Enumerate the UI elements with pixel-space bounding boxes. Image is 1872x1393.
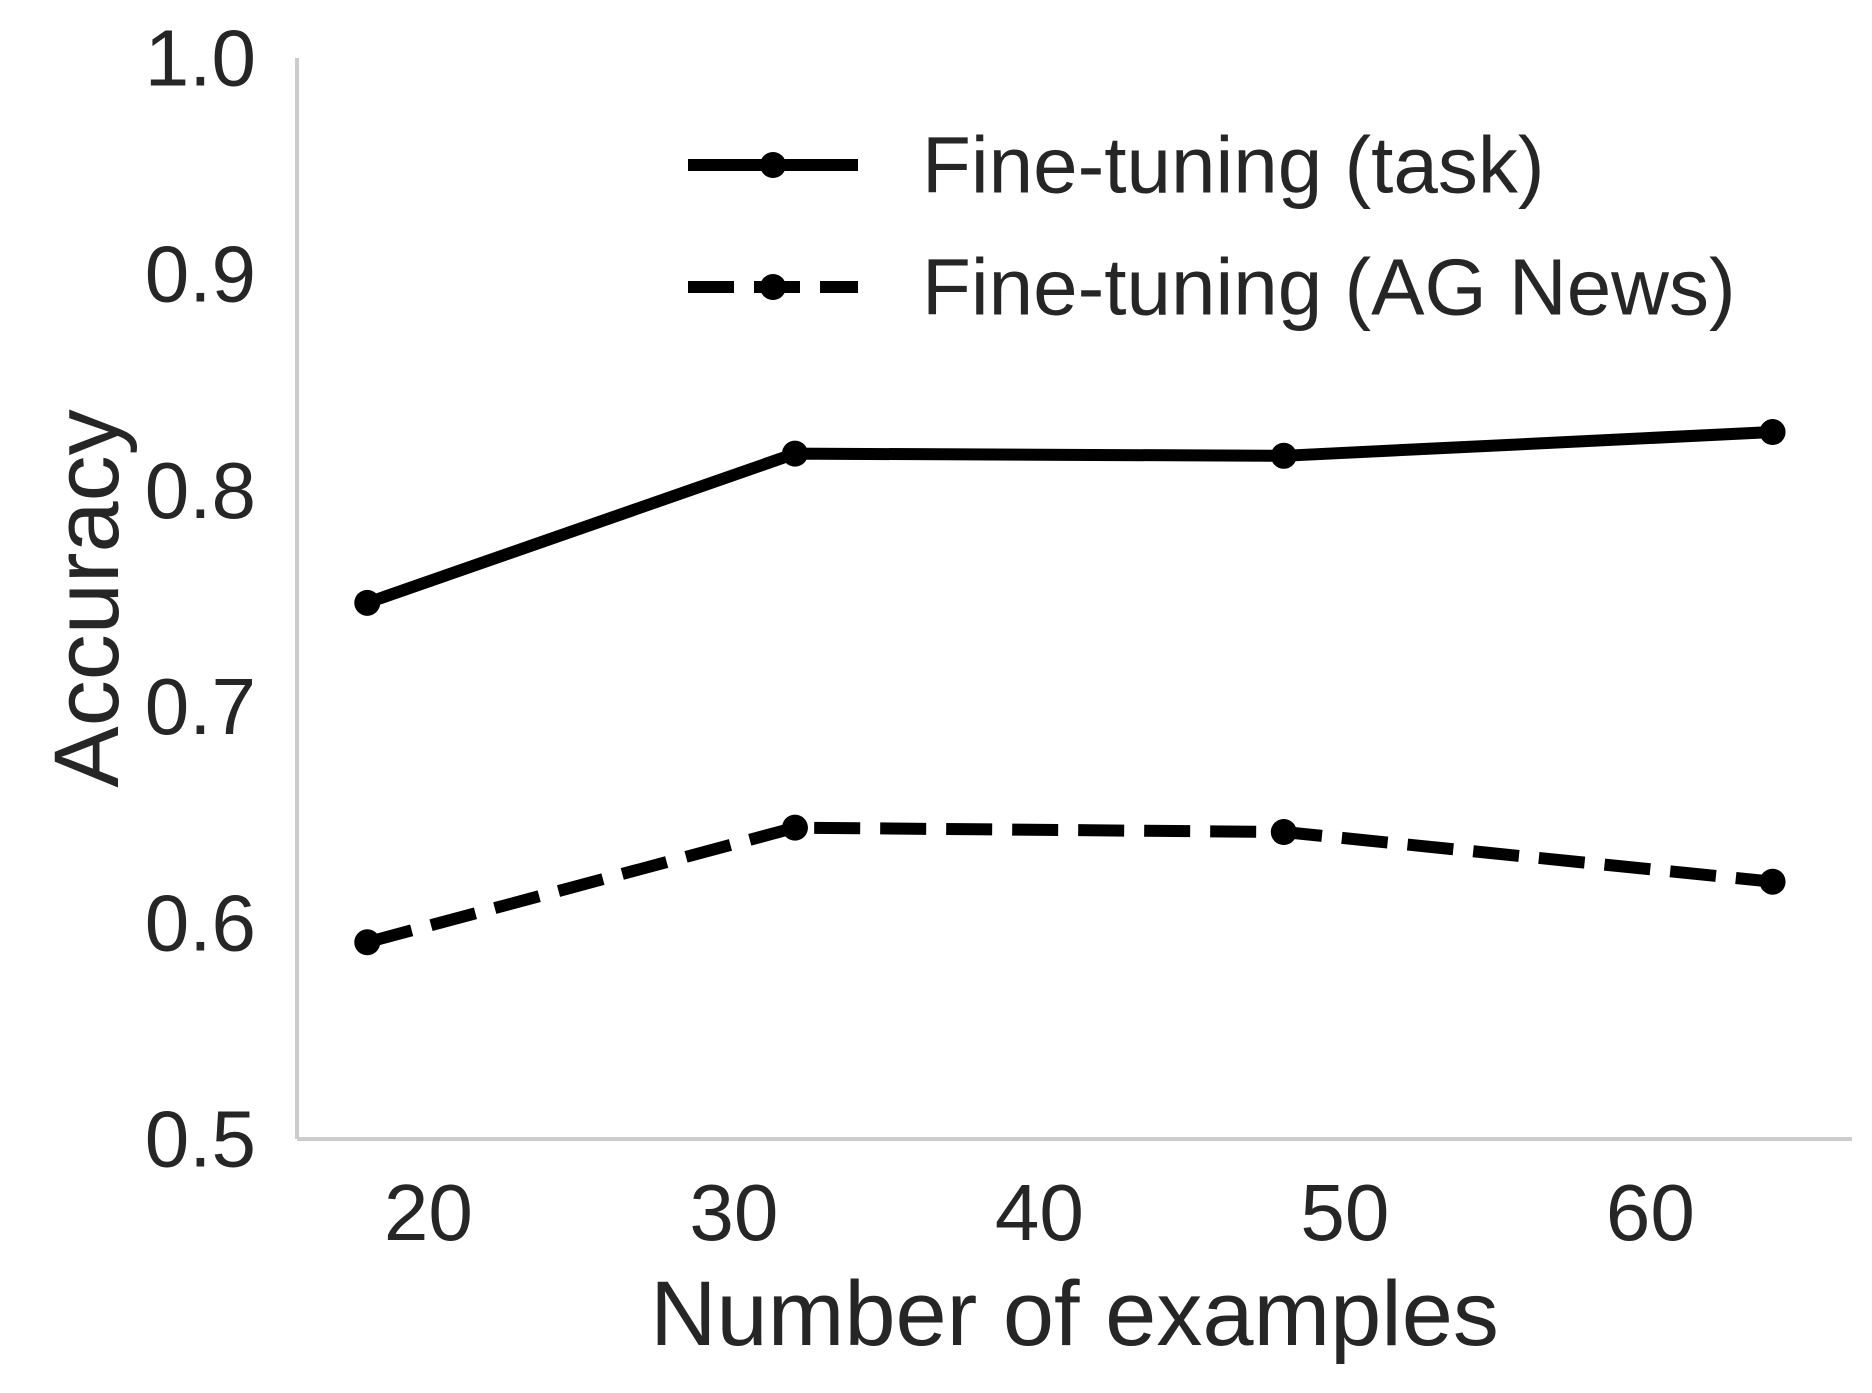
- y-tick-label: 0.8: [145, 446, 256, 535]
- legend: Fine-tuning (task) Fine-tuning (AG News): [688, 121, 1736, 332]
- x-tick-label: 60: [1606, 1168, 1695, 1257]
- x-tick-label: 50: [1300, 1168, 1389, 1257]
- legend-entry-2: Fine-tuning (AG News): [688, 243, 1736, 332]
- y-axis-title: Accuracy: [36, 409, 138, 787]
- data-point: [354, 929, 381, 956]
- x-tick-label: 30: [689, 1168, 778, 1257]
- axes: 0.5 0.6 0.7 0.8 0.9 1.0 20 30 40 50 60 Number of ex…: [36, 14, 1852, 1365]
- y-tick-label: 0.9: [145, 230, 256, 319]
- x-tick-label: 20: [384, 1168, 473, 1257]
- legend-marker: [760, 274, 786, 300]
- data-point: [1270, 442, 1297, 469]
- series-1: [354, 419, 1786, 616]
- data-point: [781, 814, 808, 841]
- data-point: [354, 589, 381, 616]
- y-tick-label: 0.5: [145, 1095, 256, 1184]
- x-axis-title: Number of examples: [650, 1263, 1499, 1365]
- x-tick-label: 40: [995, 1168, 1084, 1257]
- y-tick-label: 0.6: [145, 878, 256, 967]
- legend-label: Fine-tuning (task): [922, 121, 1544, 210]
- legend-entry-1: Fine-tuning (task): [688, 121, 1544, 210]
- data-point: [1759, 868, 1786, 895]
- series-line: [365, 426, 1773, 609]
- series-2: [354, 814, 1786, 956]
- data-point: [1270, 818, 1297, 845]
- series-lines: [354, 419, 1786, 956]
- legend-marker: [760, 152, 786, 178]
- data-point: [1759, 419, 1786, 446]
- y-tick-label: 0.7: [145, 662, 256, 751]
- series-line: [365, 821, 1774, 949]
- data-point: [781, 440, 808, 467]
- y-tick-label: 1.0: [145, 14, 256, 103]
- legend-label: Fine-tuning (AG News): [922, 243, 1736, 332]
